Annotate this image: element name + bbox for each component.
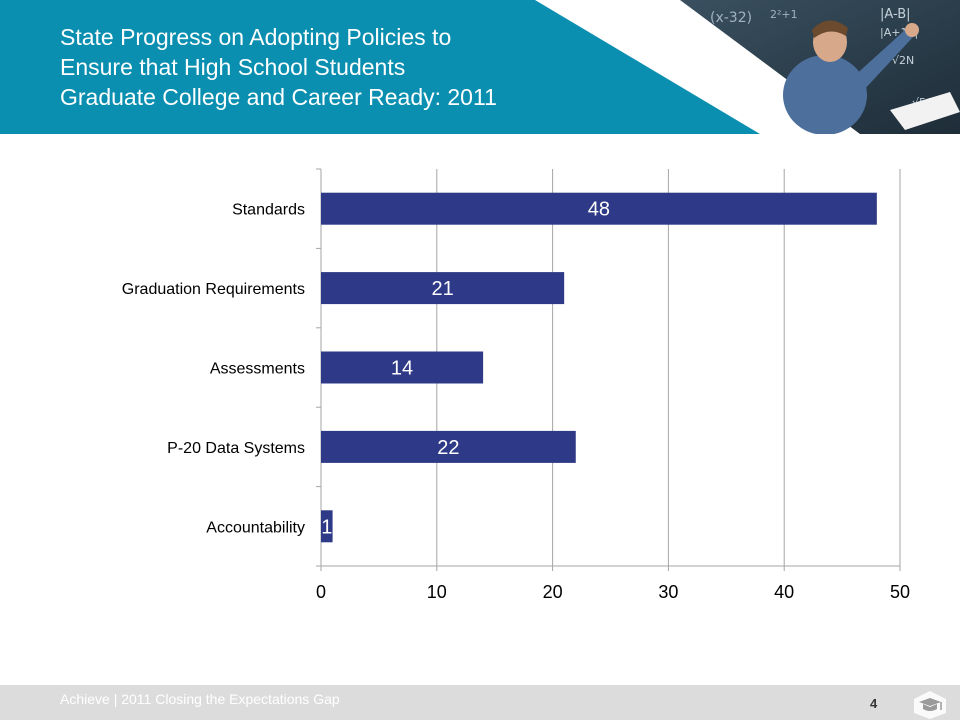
svg-text:(x-32): (x-32) <box>710 10 752 26</box>
slide-title: State Progress on Adopting Policies to E… <box>60 22 620 112</box>
bar-assessments <box>321 351 484 384</box>
category-label: P-20 Data Systems <box>167 440 305 457</box>
teal-title-band <box>0 0 760 134</box>
bar-chart: 0 10 20 30 40 50 Standards 48 Graduation Require… <box>122 168 910 602</box>
teacher-photo: (x-32) 2²+1 |A-B| |A+10| √2N √5A <box>680 0 960 134</box>
svg-text:√2N: √2N <box>892 54 914 67</box>
title-line-1: State Progress on Adopting Policies to <box>60 24 452 50</box>
bar-accountability <box>321 510 333 543</box>
x-tick-label: 0 <box>316 582 326 602</box>
category-label: Assessments <box>210 361 305 378</box>
category-label: Standards <box>232 202 305 219</box>
title-line-3: Graduate College and Career Ready: 2011 <box>60 84 497 110</box>
graduation-cap-cube-icon <box>914 691 946 719</box>
x-tick-label: 30 <box>658 582 678 602</box>
data-label: 21 <box>431 278 453 300</box>
labels: 0 10 20 30 40 50 Standards 48 Graduation Require… <box>122 199 910 602</box>
x-tick-label: 50 <box>890 582 910 602</box>
data-label: 22 <box>437 437 459 459</box>
header-background: (x-32) 2²+1 |A-B| |A+10| √2N √5A <box>0 0 960 134</box>
title-line-2: Ensure that High School Students <box>60 54 406 80</box>
slide-header: (x-32) 2²+1 |A-B| |A+10| √2N √5A State P… <box>0 0 960 134</box>
gridlines <box>436 169 901 566</box>
data-label: 1 <box>321 516 332 538</box>
data-label: 48 <box>588 199 610 221</box>
svg-text:|A-B|: |A-B| <box>880 7 911 22</box>
x-tick-label: 20 <box>543 582 563 602</box>
x-tick-label: 40 <box>774 582 794 602</box>
slide-footer: Achieve | 2011 Closing the Expectations … <box>0 685 960 720</box>
bar-p-20-data-systems <box>321 430 576 463</box>
page-number: 4 <box>870 696 878 711</box>
footer-text: Achieve | 2011 Closing the Expectations … <box>60 691 340 707</box>
bar-standards <box>321 192 877 225</box>
bars <box>321 192 877 543</box>
x-tick-label: 10 <box>427 582 447 602</box>
bar-graduation-requirements <box>321 272 565 305</box>
category-label: Graduation Requirements <box>122 281 305 298</box>
data-label: 14 <box>391 358 413 380</box>
category-label: Accountability <box>206 519 305 536</box>
svg-text:2²+1: 2²+1 <box>770 8 798 21</box>
